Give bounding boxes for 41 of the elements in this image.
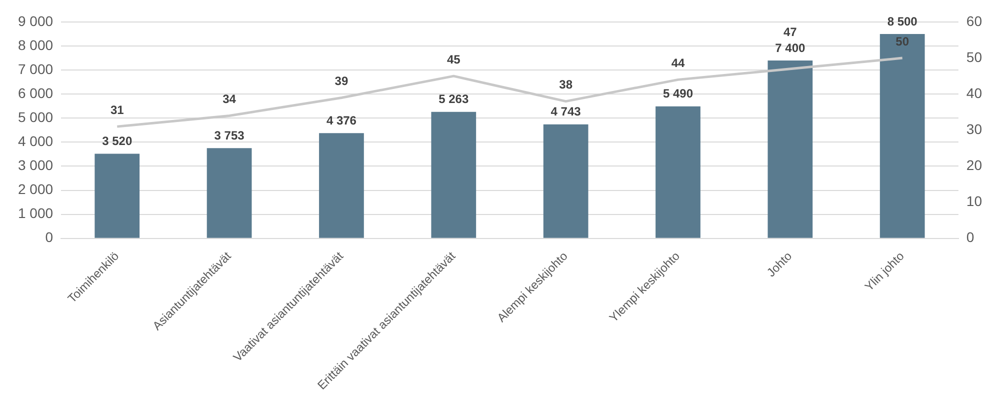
y-tick-label: 9 000: [18, 12, 54, 29]
data-label: 34: [222, 92, 236, 106]
bar: [94, 154, 140, 238]
y2-tick-label: 30: [966, 121, 982, 138]
bar: [768, 60, 813, 238]
bar: [319, 133, 364, 238]
data-label: 50: [896, 34, 910, 48]
y-tick-label: 5 000: [18, 109, 54, 126]
y-tick-label: 7 000: [18, 60, 54, 77]
data-label: 5 490: [662, 86, 694, 101]
data-label: 45: [446, 52, 461, 66]
data-label: 4 743: [550, 104, 582, 119]
data-label: 44: [671, 56, 685, 70]
bar: [543, 124, 588, 238]
y-tick-label: 0: [45, 229, 54, 246]
y-tick-label: 4 000: [18, 133, 54, 150]
data-label: 31: [110, 102, 124, 117]
bar: [206, 148, 252, 238]
y2-tick-label: 60: [966, 12, 982, 29]
data-label: 47: [783, 24, 798, 39]
data-label: 4 376: [326, 113, 357, 128]
data-label: 8 500: [887, 14, 918, 28]
y2-tick-label: 0: [966, 229, 974, 246]
y-tick-label: 6 000: [18, 84, 54, 101]
bar: [880, 34, 925, 238]
data-label: 7 400: [775, 40, 806, 55]
bar: [431, 112, 476, 238]
y-tick-label: 3 000: [18, 157, 54, 174]
data-label: 3 520: [102, 134, 132, 148]
y-tick-label: 2 000: [18, 181, 54, 198]
y2-tick-label: 40: [966, 84, 982, 101]
y2-tick-label: 20: [966, 157, 982, 174]
data-label: 38: [559, 78, 573, 92]
data-label: 5 263: [438, 92, 469, 106]
bar: [656, 106, 700, 238]
data-label: 3 753: [214, 128, 245, 142]
y-tick-label: 8 000: [18, 36, 54, 53]
y2-tick-label: 10: [966, 193, 982, 210]
data-label: 39: [334, 74, 348, 88]
y-tick-label: 1 000: [18, 205, 54, 222]
y2-tick-label: 50: [966, 48, 982, 65]
